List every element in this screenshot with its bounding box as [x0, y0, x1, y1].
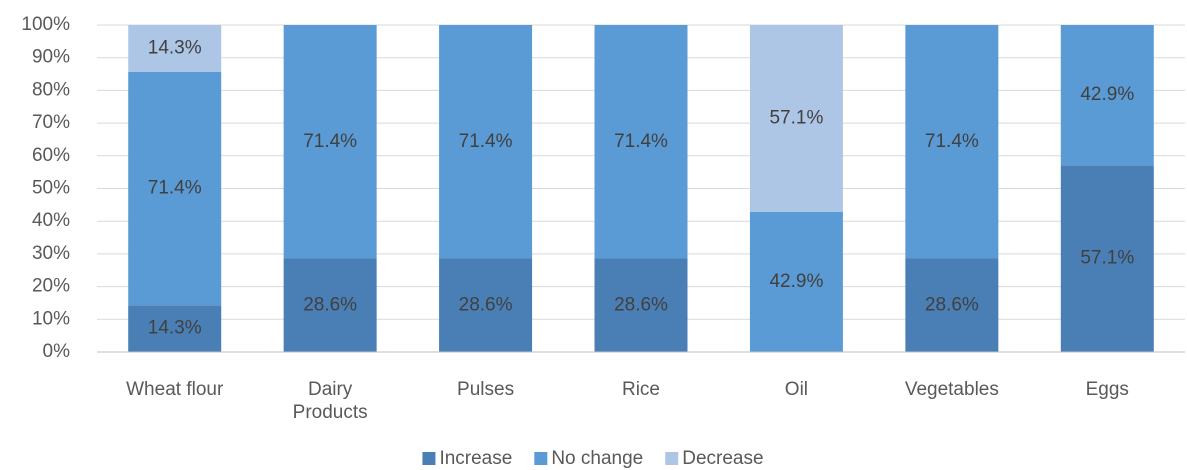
- bar-segment: [594, 25, 688, 259]
- legend-label: Increase: [439, 448, 512, 469]
- y-tick-label: 90%: [32, 47, 70, 68]
- x-tick-label: Dairy Products: [292, 379, 368, 423]
- data-label: 57.1%: [769, 107, 823, 128]
- bar-segment: [1060, 165, 1154, 352]
- bar-segment: [283, 258, 377, 352]
- data-label: 28.6%: [614, 294, 668, 315]
- data-label: 42.9%: [769, 271, 823, 292]
- bar-segment: [749, 25, 843, 212]
- y-tick-label: 10%: [32, 308, 70, 329]
- legend-label: No change: [551, 448, 643, 469]
- bar-segment: [905, 258, 999, 352]
- data-label: 71.4%: [459, 131, 513, 152]
- y-tick-label: 70%: [32, 112, 70, 133]
- data-label: 14.3%: [148, 37, 202, 58]
- data-label: 28.6%: [925, 294, 979, 315]
- bar-segment: [283, 25, 377, 259]
- data-label: 57.1%: [1080, 248, 1134, 269]
- data-label: 28.6%: [459, 294, 513, 315]
- legend-swatch: [422, 452, 436, 465]
- data-label: 71.4%: [303, 131, 357, 152]
- data-label: 71.4%: [148, 178, 202, 199]
- x-tick-label: Eggs: [1085, 379, 1129, 400]
- x-tick-label: Vegetables: [904, 379, 999, 400]
- data-label: 28.6%: [303, 294, 357, 315]
- legend-swatch: [534, 452, 548, 465]
- y-tick-label: 50%: [32, 178, 70, 199]
- y-tick-label: 80%: [32, 79, 70, 100]
- x-tick-label: Rice: [621, 379, 660, 400]
- bar-segment: [439, 25, 533, 259]
- y-tick-label: 60%: [32, 145, 70, 166]
- bar-segment: [128, 71, 222, 306]
- bar-segment: [128, 25, 222, 72]
- bar-segment: [749, 211, 843, 352]
- legend-swatch: [665, 452, 679, 465]
- data-label: 14.3%: [148, 318, 202, 339]
- bar-segment: [594, 258, 688, 352]
- bar-segment: [905, 25, 999, 259]
- data-label: 42.9%: [1080, 84, 1134, 105]
- bar-segment: [128, 305, 222, 352]
- y-tick-label: 30%: [32, 243, 70, 264]
- y-tick-label: 0%: [43, 341, 71, 362]
- x-tick-label: Wheat flour: [126, 379, 224, 400]
- x-tick-label: Oil: [784, 379, 809, 400]
- legend-label: Decrease: [682, 448, 763, 469]
- bar-segment: [1060, 25, 1154, 166]
- bar-segment: [439, 258, 533, 352]
- y-tick-label: 40%: [32, 210, 70, 231]
- y-tick-label: 100%: [21, 14, 70, 35]
- data-label: 71.4%: [614, 131, 668, 152]
- data-label: 71.4%: [925, 131, 979, 152]
- x-tick-label: Pulses: [457, 379, 515, 400]
- y-tick-label: 20%: [32, 276, 70, 297]
